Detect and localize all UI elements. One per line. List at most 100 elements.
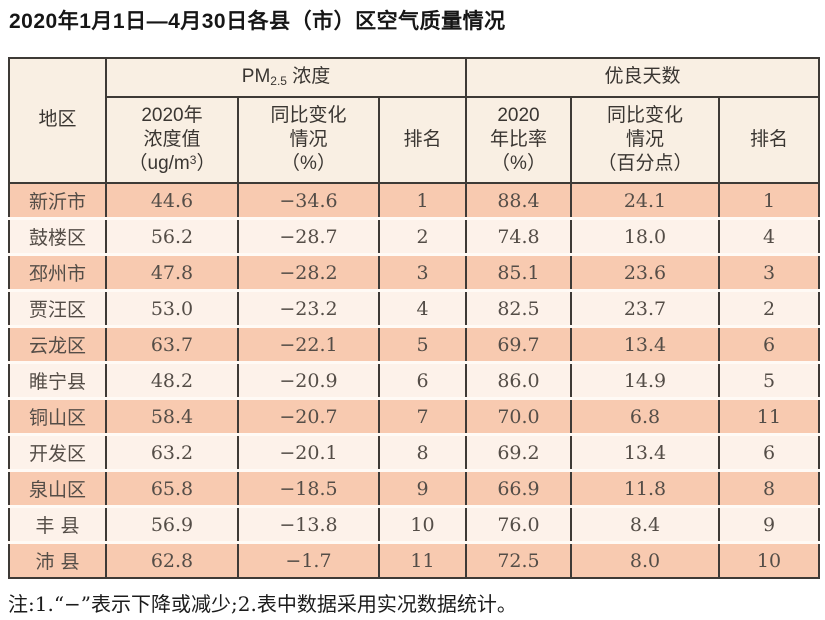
cell-good-days-ratio: 86.0	[465, 361, 572, 399]
header-line: 年比率	[489, 128, 547, 150]
table-row: 丰 县 56.9 −13.8 10 76.0 8.4 9	[8, 505, 821, 543]
table-header: 地区 PM2.5 浓度 优良天数 2020年 浓度值 （ug/m3） 同比变化 …	[8, 57, 821, 184]
header-group-row: 地区 PM2.5 浓度 优良天数	[8, 57, 821, 184]
cell-good-days-rank: 1	[717, 183, 821, 219]
table-row: 开发区 63.2 −20.1 8 69.2 13.4 6	[8, 433, 821, 471]
cell-region: 沛 县	[8, 541, 107, 578]
table-row: 沛 县 62.8 −1.7 11 72.5 8.0 10	[8, 541, 821, 578]
table-row: 贾汪区 53.0 −23.2 4 82.5 23.7 2	[8, 289, 821, 327]
unit-prefix: （ug/m	[128, 153, 190, 175]
cell-pm-concentration: 53.0	[105, 289, 239, 327]
cell-pm-change: −20.1	[237, 433, 380, 471]
cell-good-days-ratio: 72.5	[465, 541, 572, 578]
cell-pm-rank: 5	[378, 325, 467, 363]
cell-good-days-ratio: 82.5	[465, 289, 572, 327]
cell-pm-rank: 6	[378, 361, 467, 399]
header-region: 地区	[8, 57, 107, 184]
header-line: （ug/m3）	[107, 152, 237, 176]
cell-pm-rank: 11	[378, 541, 467, 578]
cell-pm-concentration: 63.2	[105, 433, 239, 471]
cell-pm-concentration: 62.8	[105, 541, 239, 578]
cell-good-days-ratio: 70.0	[465, 397, 572, 435]
cell-pm-concentration: 44.6	[105, 183, 239, 219]
header-line: 同比变化	[606, 104, 683, 126]
cell-good-days-ratio: 69.7	[465, 325, 572, 363]
cell-pm-change: −28.7	[237, 217, 380, 255]
cell-good-days-ratio: 69.2	[465, 433, 572, 471]
table-row: 铜山区 58.4 −20.7 7 70.0 6.8 11	[8, 397, 821, 435]
header-good-days-ratio: 2020 年比率 （%）	[465, 96, 572, 184]
header-line: 2020	[497, 104, 540, 126]
cell-pm-rank: 4	[378, 289, 467, 327]
cell-good-days-change: 23.7	[570, 289, 720, 327]
header-good-days-rank: 排名	[717, 96, 821, 184]
cell-good-days-rank: 8	[717, 469, 821, 507]
header-line: 浓度值	[143, 128, 201, 150]
header-line: （%）	[491, 153, 546, 175]
cell-good-days-rank: 3	[717, 253, 821, 291]
cell-pm-change: −22.1	[237, 325, 380, 363]
cell-good-days-rank: 6	[717, 325, 821, 363]
unit-superscript: 3	[189, 153, 197, 168]
cell-pm-concentration: 58.4	[105, 397, 239, 435]
cell-pm-rank: 9	[378, 469, 467, 507]
cell-region: 邳州市	[8, 253, 107, 291]
header-pm-change: 同比变化 情况 （%）	[237, 96, 380, 184]
table-row: 新沂市 44.6 −34.6 1 88.4 24.1 1	[8, 183, 821, 219]
cell-good-days-ratio: 88.4	[465, 183, 572, 219]
page-title: 2020年1月1日—4月30日各县（市）区空气质量情况	[9, 10, 506, 33]
cell-good-days-change: 23.6	[570, 253, 720, 291]
cell-good-days-change: 8.4	[570, 505, 720, 543]
cell-pm-change: −34.6	[237, 183, 380, 219]
cell-good-days-ratio: 74.8	[465, 217, 572, 255]
cell-good-days-change: 8.0	[570, 541, 720, 578]
header-sub-row: 2020年 浓度值 （ug/m3） 同比变化 情况 （%） 排名 2020 年比…	[9, 96, 821, 184]
cell-good-days-rank: 4	[717, 217, 821, 255]
header-line: （%）	[281, 153, 336, 175]
cell-region: 云龙区	[8, 325, 107, 363]
header-pm-concentration: 2020年 浓度值 （ug/m3）	[105, 96, 239, 184]
header-good-days-change: 同比变化 情况 （百分点）	[570, 96, 720, 184]
cell-good-days-change: 13.4	[570, 433, 720, 471]
table-row: 鼓楼区 56.2 −28.7 2 74.8 18.0 4	[8, 217, 821, 255]
cell-region: 铜山区	[8, 397, 107, 435]
cell-pm-rank: 1	[378, 183, 467, 219]
header-pm-rank: 排名	[378, 96, 467, 184]
table-row: 泉山区 65.8 −18.5 9 66.9 11.8 8	[8, 469, 821, 507]
table-row: 睢宁县 48.2 −20.9 6 86.0 14.9 5	[8, 361, 821, 399]
header-line: 情况	[625, 128, 664, 150]
footnote: 注:1.“−”表示下降或减少;2.表中数据采用实况数据统计。	[8, 592, 517, 616]
header-group-pm25: PM2.5 浓度	[105, 57, 467, 98]
cell-good-days-change: 24.1	[570, 183, 720, 219]
table-row: 云龙区 63.7 −22.1 5 69.7 13.4 6	[8, 325, 821, 363]
cell-good-days-rank: 11	[717, 397, 821, 435]
cell-pm-concentration: 63.7	[105, 325, 239, 363]
header-line: 情况	[289, 128, 328, 150]
cell-good-days-change: 13.4	[570, 325, 720, 363]
cell-good-days-rank: 5	[717, 361, 821, 399]
cell-pm-rank: 8	[378, 433, 467, 471]
cell-region: 泉山区	[8, 469, 107, 507]
cell-good-days-rank: 6	[717, 433, 821, 471]
cell-region: 贾汪区	[8, 289, 107, 327]
cell-pm-change: −13.8	[237, 505, 380, 543]
cell-pm-change: −20.9	[237, 361, 380, 399]
air-quality-table: 地区 PM2.5 浓度 优良天数 2020年 浓度值 （ug/m3） 同比变化 …	[8, 57, 821, 579]
cell-pm-change: −20.7	[237, 397, 380, 435]
cell-pm-rank: 3	[378, 253, 467, 291]
pm25-suffix: 浓度	[286, 66, 331, 88]
cell-good-days-ratio: 66.9	[465, 469, 572, 507]
cell-good-days-rank: 2	[717, 289, 821, 327]
cell-pm-change: −18.5	[237, 469, 380, 507]
pm25-subscript: 2.5	[270, 74, 287, 89]
cell-good-days-rank: 10	[717, 541, 821, 578]
header-line: 同比变化	[270, 104, 347, 126]
cell-region: 丰 县	[8, 505, 107, 543]
cell-good-days-change: 18.0	[570, 217, 720, 255]
cell-pm-concentration: 65.8	[105, 469, 239, 507]
table-body: 新沂市 44.6 −34.6 1 88.4 24.1 1 鼓楼区 56.2 −28.7 2 74.8 1…	[8, 183, 821, 578]
header-group-good-days: 优良天数	[464, 57, 821, 98]
cell-good-days-change: 14.9	[570, 361, 720, 399]
cell-pm-rank: 10	[378, 505, 467, 543]
cell-region: 新沂市	[8, 183, 107, 219]
